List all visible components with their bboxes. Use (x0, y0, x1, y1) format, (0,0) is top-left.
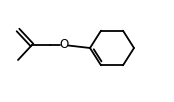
Text: O: O (59, 38, 69, 52)
